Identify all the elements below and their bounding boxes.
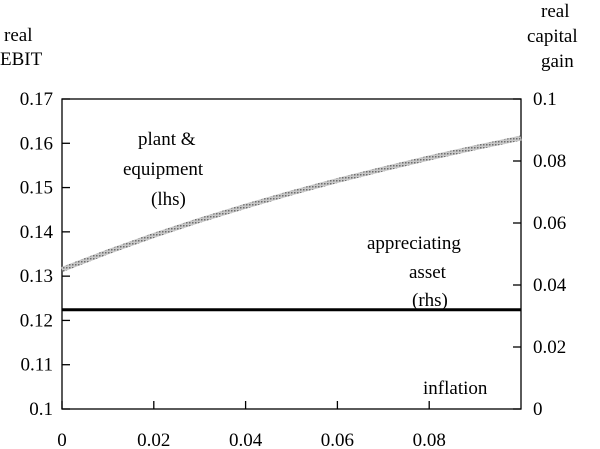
- left-axis-tick-label-2: 0.12: [20, 310, 53, 331]
- left-axis-tick-label-4: 0.14: [20, 222, 54, 243]
- right-axis-title-line-2: capital: [527, 26, 578, 47]
- annotation-asset-line-1: appreciating: [367, 233, 461, 254]
- left-axis-tick-label-1: 0.11: [20, 355, 53, 376]
- left-axis-tick-label-7: 0.17: [20, 89, 53, 110]
- right-axis-tick-label-3: 0.06: [533, 213, 566, 234]
- x-axis-tick-label-4: 0.08: [413, 430, 446, 449]
- right-axis-tick-label-1: 0.02: [533, 337, 566, 358]
- left-axis-tick-label-5: 0.15: [20, 178, 53, 199]
- left-axis: 0.1 0.11 0.12 0.13 0.14 0.15 0.16 0.17: [20, 89, 70, 420]
- left-axis-title-line-2: EBIT: [0, 49, 43, 70]
- annotation-asset-line-2: asset: [409, 262, 447, 283]
- right-axis-tick-label-4: 0.08: [533, 151, 566, 172]
- x-axis: 0 0.02 0.04 0.06 0.08: [57, 401, 446, 449]
- annotation-plant-line-2: equipment: [123, 159, 204, 180]
- annotation-plant-line-3: (lhs): [151, 189, 186, 210]
- right-axis-tick-label-0: 0: [533, 399, 543, 420]
- right-axis-tick-label-5: 0.1: [533, 89, 557, 110]
- annotation-inflation: inflation: [423, 378, 488, 399]
- left-axis-title-line-1: real: [4, 25, 32, 46]
- plot-frame: [61, 98, 522, 410]
- right-axis: 0 0.02 0.04 0.06 0.08 0.1: [513, 89, 567, 420]
- right-axis-title-line-1: real: [541, 1, 569, 22]
- x-axis-tick-label-3: 0.06: [321, 430, 354, 449]
- x-axis-tick-label-2: 0.04: [229, 430, 263, 449]
- annotation-plant-line-1: plant &: [138, 129, 196, 150]
- left-axis-tick-label-0: 0.1: [29, 399, 53, 420]
- right-axis-tick-label-2: 0.04: [533, 275, 567, 296]
- x-axis-tick-label-1: 0.02: [137, 430, 170, 449]
- annotation-asset-line-3: (rhs): [412, 290, 448, 311]
- left-axis-tick-label-3: 0.13: [20, 266, 53, 287]
- series-plant-equipment-line: [61, 135, 522, 272]
- x-axis-tick-label-0: 0: [57, 430, 67, 449]
- right-axis-title-line-3: gain: [541, 51, 574, 72]
- left-axis-tick-label-6: 0.16: [20, 133, 53, 154]
